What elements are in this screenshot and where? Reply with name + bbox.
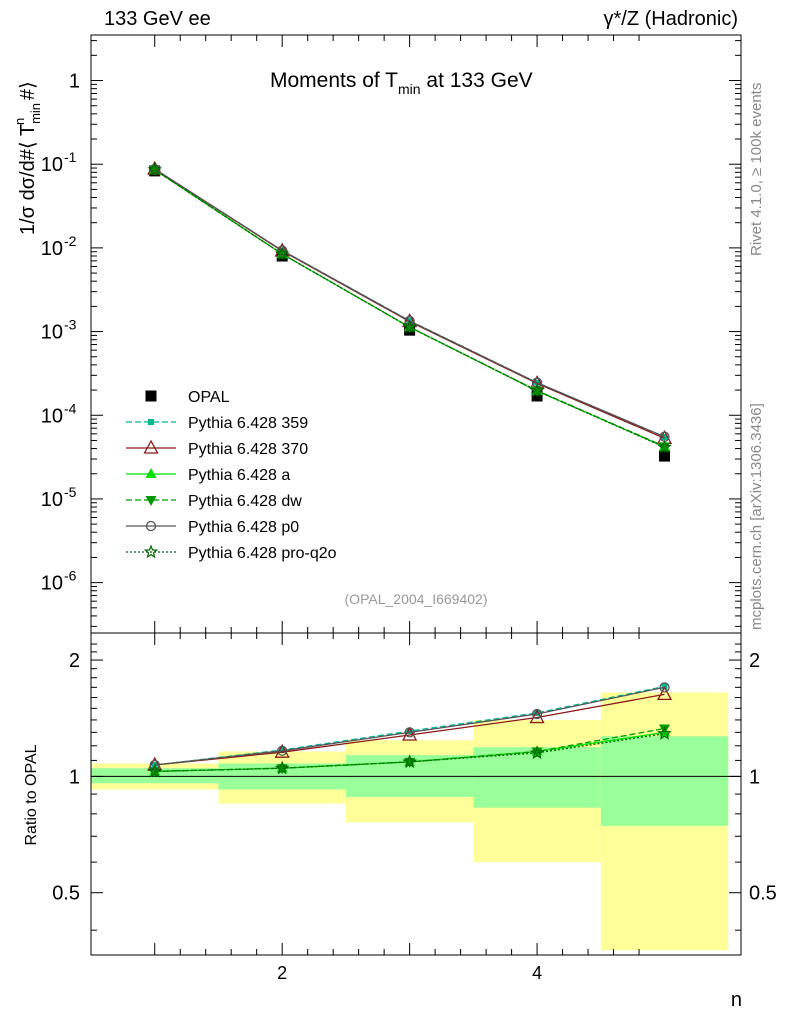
main-y-axis-label: 1/σ dσ/d#⟨ Tminn #⟩ (12, 81, 43, 235)
main-line-p370 (154, 168, 665, 439)
main-line-p359 (154, 168, 665, 438)
ratio-point-p370 (402, 726, 418, 741)
main-point-pq2o (529, 383, 545, 398)
ratio-y-axis-label: Ratio to OPAL (23, 744, 40, 845)
legend-marker-p359 (148, 419, 154, 425)
ratio-point-pp0 (659, 682, 670, 693)
ratio-y-tick-label: 1 (69, 766, 80, 788)
y-tick-label: 10 (41, 405, 63, 427)
ratio-point-pq2o (274, 760, 290, 775)
main-point-opal (659, 450, 671, 462)
ratio-point-pq2o (529, 745, 545, 760)
ratio-y-tick-label-right: 2 (749, 650, 760, 672)
y-tick-exponent: -3 (64, 317, 77, 333)
ratio-line-pp0 (154, 686, 665, 766)
y-tick-label: 10 (41, 489, 63, 511)
legend-label: OPAL (188, 389, 230, 406)
main-point-pq2o (402, 319, 417, 334)
y-tick-label: 10 (41, 322, 63, 344)
ratio-point-p370 (656, 686, 673, 701)
main-line-pq2o (154, 169, 665, 448)
legend-marker-pdw (145, 496, 157, 506)
ratio-point-pq2o (147, 763, 162, 778)
main-point-pp0 (277, 245, 288, 256)
ratio-point-pp0 (404, 727, 415, 738)
legend-label: Pythia 6.428 359 (188, 415, 308, 432)
main-point-pp0 (404, 315, 415, 327)
header-left-label: 133 GeV ee (104, 8, 211, 30)
legend-marker-pq2o (143, 544, 159, 559)
ratio-band-inner-5 (600, 736, 729, 826)
y-tick-exponent: -5 (64, 484, 77, 500)
y-tick-label: 10 (41, 238, 63, 260)
legend-label: Pythia 6.428 370 (188, 441, 308, 458)
main-point-pp0 (531, 377, 543, 388)
ratio-point-p359 (279, 747, 286, 754)
ratio-point-p359 (534, 709, 541, 716)
main-point-p359 (661, 433, 668, 440)
x-tick-label: 4 (532, 963, 542, 983)
y-tick-exponent: -6 (64, 568, 77, 584)
y-tick-label: 10 (41, 573, 63, 595)
legend-marker-pa (145, 468, 157, 478)
ratio-y-tick-label: 0.5 (52, 883, 80, 905)
main-point-pq2o (274, 246, 290, 261)
ratio-y-tick-label: 2 (69, 650, 80, 672)
analysis-watermark: (OPAL_2004_I669402) (345, 591, 488, 607)
main-point-pq2o (657, 439, 672, 454)
legend-label: Pythia 6.428 dw (188, 493, 302, 510)
legend-marker-p370 (143, 439, 159, 454)
ratio-point-pq2o (402, 754, 417, 769)
ratio-point-pq2o (657, 726, 672, 740)
main-point-pq2o (147, 162, 162, 176)
legend-marker-pp0 (145, 520, 157, 532)
y-tick-exponent: -4 (64, 400, 77, 416)
main-line-pp0 (154, 168, 665, 438)
y-tick-label: 10 (41, 154, 63, 176)
ratio-point-p359 (406, 728, 413, 735)
legend-marker-opal (145, 390, 157, 402)
y-tick-exponent: -1 (64, 149, 77, 165)
ratio-point-pp0 (531, 708, 543, 720)
y-tick-exponent: -2 (64, 233, 77, 249)
legend-label: Pythia 6.428 a (188, 467, 290, 484)
ratio-point-pdw (531, 747, 543, 758)
ratio-line-pq2o (154, 733, 665, 773)
ratio-point-pdw (659, 724, 671, 735)
chart-title: Moments of Tmin at 133 GeV (270, 69, 533, 97)
ratio-y-tick-label-right: 0.5 (749, 883, 777, 905)
ratio-line-p370 (154, 693, 665, 766)
legend-label: Pythia 6.428 pro-q2o (188, 545, 337, 562)
x-axis-label: n (731, 989, 742, 1011)
header-right-label: γ*/Z (Hadronic) (603, 8, 738, 30)
ratio-y-tick-label-right: 1 (749, 766, 760, 788)
y-tick-label: 1 (69, 71, 80, 93)
x-tick-label: 2 (277, 963, 287, 983)
main-frame (90, 34, 742, 634)
ratio-point-pp0 (277, 745, 288, 756)
legend-label: Pythia 6.428 p0 (188, 519, 299, 536)
ratio-point-pp0 (149, 759, 160, 771)
